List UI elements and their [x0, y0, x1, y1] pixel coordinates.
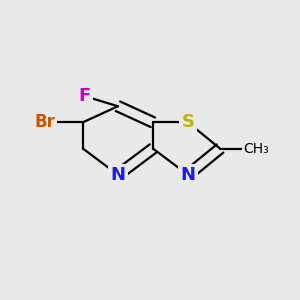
Text: S: S [182, 113, 194, 131]
Text: F: F [78, 87, 91, 105]
Text: Br: Br [34, 113, 56, 131]
Text: N: N [110, 166, 125, 184]
Text: N: N [180, 166, 195, 184]
Text: CH₃: CH₃ [244, 142, 269, 155]
